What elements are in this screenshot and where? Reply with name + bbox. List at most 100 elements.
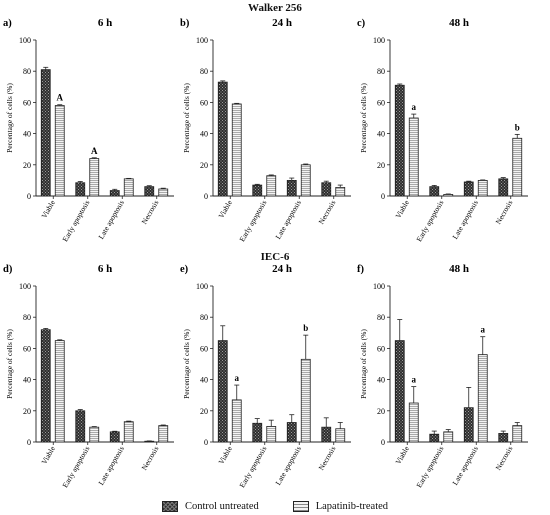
bar-lapatinib <box>443 431 454 443</box>
bar-lapatinib <box>158 425 169 443</box>
y-tick-label: 0 <box>204 192 208 201</box>
y-tick-label: 0 <box>381 192 385 201</box>
y-tick-label: 80 <box>377 313 385 322</box>
y-tick-label: 80 <box>200 67 208 76</box>
bar-lapatinib <box>231 103 242 197</box>
y-tick-label: 60 <box>23 98 31 107</box>
group-title-walker: Walker 256 <box>248 2 302 14</box>
y-tick-label: 0 <box>204 438 208 447</box>
y-axis-label: Percentage of cells (%) <box>182 83 191 153</box>
bar-lapatinib <box>408 402 419 443</box>
y-tick-label: 20 <box>377 161 385 170</box>
y-tick-label: 100 <box>373 282 385 291</box>
group-title-iec6: IEC-6 <box>260 251 290 263</box>
y-tick-label: 20 <box>200 407 208 416</box>
bar-control <box>217 81 228 197</box>
bar-lapatinib <box>54 340 65 443</box>
panel-title: 6 h <box>98 263 112 275</box>
significance-label: a <box>481 325 486 335</box>
bar-control <box>394 340 405 443</box>
panel-label: d) <box>3 264 13 275</box>
bar-lapatinib <box>335 187 346 197</box>
bar-lapatinib <box>408 117 419 197</box>
x-tick-label: Early apoptosis <box>414 444 445 489</box>
panel-title: 48 h <box>449 17 469 29</box>
y-tick-label: 40 <box>377 130 385 139</box>
legend-swatch-lapatinib <box>292 500 309 512</box>
y-tick-label: 40 <box>377 376 385 385</box>
x-tick-label: Early apoptosis <box>60 444 91 489</box>
chart-panel: b) 24 h 0 20 40 60 80 100 Percentage of cells (%… <box>180 17 351 243</box>
y-tick-label: 20 <box>200 161 208 170</box>
x-tick-label: Viable <box>216 198 234 220</box>
bar-lapatinib <box>266 175 277 197</box>
y-tick-label: 20 <box>23 161 31 170</box>
x-tick-label: Necrosis <box>140 198 161 225</box>
legend: Control untreated Lapatinib-treated <box>0 498 550 514</box>
bar-lapatinib <box>54 105 65 197</box>
chart-panel: c) 48 h 0 20 40 60 80 100 Percentage of cells (%… <box>357 17 528 243</box>
y-tick-label: 100 <box>373 36 385 45</box>
x-tick-label: Late apoptosis <box>450 198 480 240</box>
panel-label: b) <box>180 18 190 29</box>
x-tick-label: Early apoptosis <box>60 198 91 243</box>
y-tick-label: 60 <box>377 98 385 107</box>
x-tick-label: Viable <box>39 444 57 466</box>
chart-panel: d) 6 h 0 20 40 60 80 100 Percentage of cells (%)… <box>3 263 174 489</box>
bar-control <box>429 433 440 443</box>
x-tick-label: Necrosis <box>317 198 338 225</box>
x-tick-label: Late apoptosis <box>273 444 303 486</box>
x-tick-label: Viable <box>39 198 57 220</box>
bar-control <box>286 422 297 443</box>
bar-control <box>40 69 51 197</box>
bar-lapatinib <box>512 425 523 443</box>
y-axis-label: Percentage of cells (%) <box>5 329 14 399</box>
bar-lapatinib <box>477 354 488 443</box>
bar-lapatinib <box>300 358 311 443</box>
significance-label: a <box>235 373 240 383</box>
panel-label: e) <box>180 264 189 275</box>
bar-control <box>463 407 474 443</box>
bar-control <box>252 422 263 443</box>
y-axis-label: Percentage of cells (%) <box>5 83 14 153</box>
x-tick-label: Early apoptosis <box>237 198 268 243</box>
legend-item-lapatinib: Lapatinib-treated <box>292 500 389 512</box>
chart-panel: e) 24 h 0 20 40 60 80 100 Percentage of cells (%… <box>180 263 351 489</box>
significance-label: b <box>515 122 520 132</box>
bar-control <box>109 190 120 197</box>
panel-title: 6 h <box>98 17 112 29</box>
y-tick-label: 80 <box>377 67 385 76</box>
significance-label: A <box>91 146 98 156</box>
x-tick-label: Necrosis <box>140 444 161 471</box>
x-tick-label: Late apoptosis <box>96 444 126 486</box>
legend-label-control: Control untreated <box>184 500 259 512</box>
panel-title: 24 h <box>272 263 292 275</box>
bar-control <box>463 181 474 197</box>
x-tick-label: Viable <box>216 444 234 466</box>
significance-label: a <box>412 375 417 385</box>
y-tick-label: 60 <box>200 344 208 353</box>
x-tick-label: Late apoptosis <box>273 198 303 240</box>
bar-lapatinib <box>266 425 277 443</box>
y-axis-label: Percentage of cells (%) <box>359 83 368 153</box>
bar-lapatinib <box>231 399 242 443</box>
bar-control <box>252 184 263 197</box>
y-tick-label: 0 <box>27 192 31 201</box>
bar-control <box>144 186 155 197</box>
bar-lapatinib <box>89 426 100 443</box>
x-tick-label: Viable <box>393 198 411 220</box>
x-tick-label: Necrosis <box>494 198 515 225</box>
bar-control <box>217 340 228 443</box>
y-tick-label: 60 <box>377 344 385 353</box>
y-tick-label: 60 <box>200 98 208 107</box>
y-tick-label: 20 <box>377 407 385 416</box>
y-tick-label: 80 <box>23 67 31 76</box>
bar-lapatinib <box>477 179 488 197</box>
bar-control <box>40 329 51 443</box>
bar-control <box>286 179 297 197</box>
bar-lapatinib <box>443 194 454 197</box>
significance-label: b <box>303 323 308 333</box>
legend-label-lapatinib: Lapatinib-treated <box>315 500 389 512</box>
y-tick-label: 40 <box>23 130 31 139</box>
